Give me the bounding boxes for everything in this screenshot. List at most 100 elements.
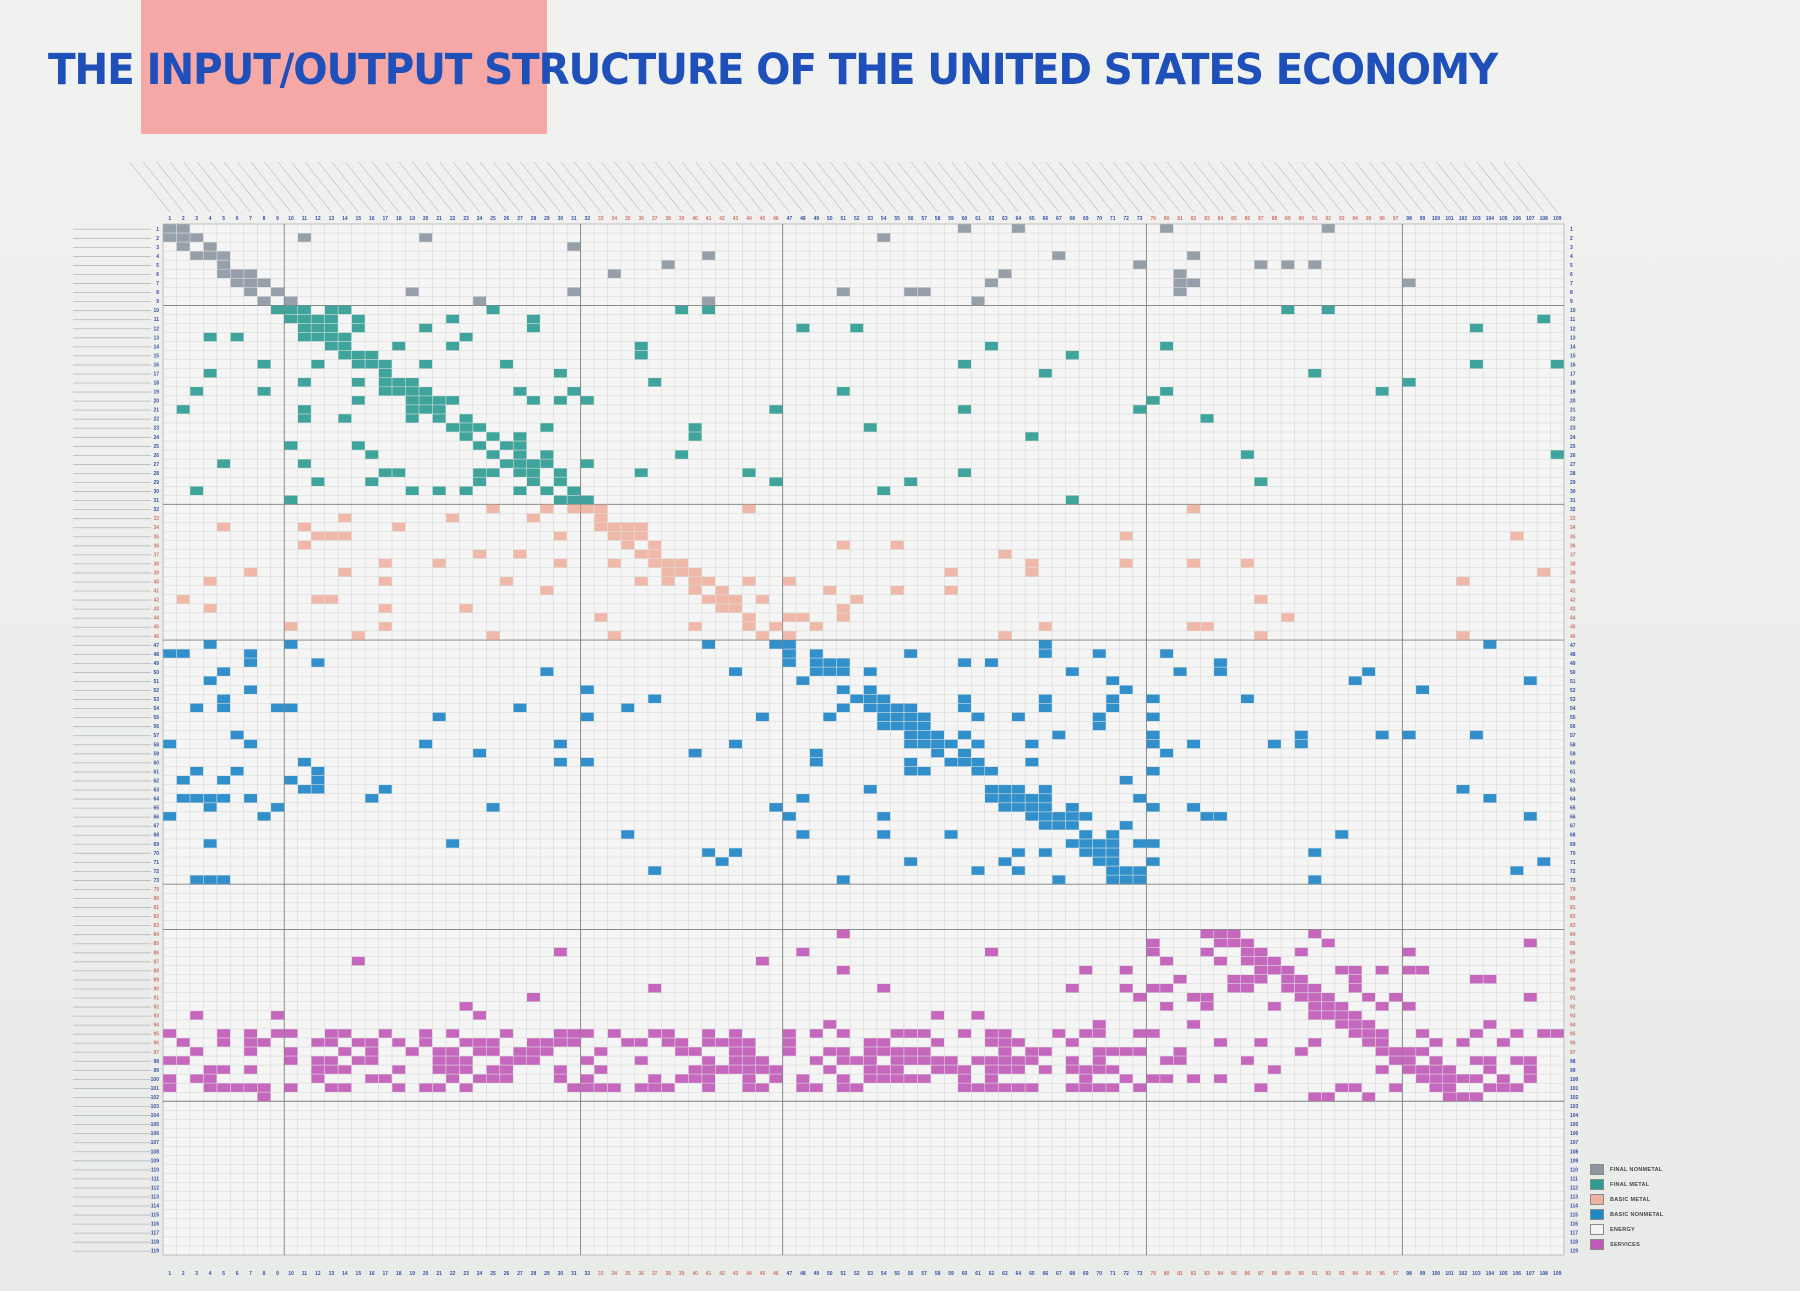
matrix-cell xyxy=(1160,224,1174,233)
column-index-top: 79 xyxy=(1150,216,1156,222)
matrix-cell xyxy=(688,423,702,432)
matrix-cell xyxy=(1267,1002,1281,1011)
matrix-cell xyxy=(1254,595,1268,604)
row-index-left: 52 xyxy=(153,688,159,694)
row-index-left: 54 xyxy=(153,706,159,712)
legend-swatch xyxy=(1590,1209,1604,1220)
row-index-right: 47 xyxy=(1570,643,1576,649)
matrix-cell xyxy=(607,522,621,532)
matrix-cell xyxy=(931,739,945,749)
matrix-cell xyxy=(324,531,338,541)
column-index-bottom: 80 xyxy=(1164,1271,1170,1277)
matrix-cell xyxy=(836,1047,850,1056)
matrix-cell xyxy=(1321,1002,1335,1011)
matrix-cell xyxy=(338,341,352,351)
column-index-bottom: 30 xyxy=(558,1271,564,1277)
matrix-cell xyxy=(1133,1083,1147,1092)
matrix-cell xyxy=(1281,260,1295,269)
matrix-cell xyxy=(1470,323,1483,333)
matrix-cell xyxy=(1119,983,1133,993)
matrix-cell xyxy=(1173,667,1187,676)
matrix-cell xyxy=(311,323,325,333)
column-header-tick xyxy=(1463,161,1504,213)
column-index-bottom: 52 xyxy=(854,1271,860,1277)
row-index-left: 67 xyxy=(153,824,159,830)
matrix-cell xyxy=(459,1065,473,1074)
matrix-cell xyxy=(809,622,823,631)
row-index-right: 71 xyxy=(1570,860,1576,866)
matrix-cell xyxy=(729,1038,742,1047)
column-header-tick xyxy=(991,161,1033,213)
matrix-cell xyxy=(1119,685,1133,694)
legend-label: SERVICES xyxy=(1610,1241,1641,1248)
column-index-bottom: 81 xyxy=(1177,1271,1183,1277)
matrix-cell xyxy=(378,622,392,631)
column-index-bottom: 11 xyxy=(302,1271,308,1277)
column-header-tick xyxy=(372,161,413,213)
column-index-top: 39 xyxy=(679,216,685,222)
matrix-cell xyxy=(1173,287,1187,297)
matrix-cell xyxy=(1416,685,1429,694)
matrix-cell xyxy=(1308,1038,1322,1047)
matrix-cell xyxy=(1240,938,1254,948)
row-index-right: 87 xyxy=(1570,959,1576,965)
column-index-top: 28 xyxy=(531,216,537,222)
matrix-cell xyxy=(1470,1074,1483,1083)
matrix-cell xyxy=(1402,378,1416,387)
matrix-cell xyxy=(378,378,392,387)
matrix-cell xyxy=(311,1038,325,1047)
matrix-cell xyxy=(1375,1047,1389,1056)
matrix-cell xyxy=(634,522,648,532)
column-index-top: 40 xyxy=(692,216,698,222)
row-index-right: 56 xyxy=(1570,724,1576,730)
row-index-left: 94 xyxy=(153,1023,159,1029)
row-index-right: 38 xyxy=(1570,561,1576,567)
matrix-cell xyxy=(351,350,365,360)
column-header-tick xyxy=(169,161,211,213)
column-header-tick xyxy=(856,161,898,213)
matrix-cell xyxy=(688,577,702,586)
column-index-top: 105 xyxy=(1499,216,1508,222)
column-index-bottom: 62 xyxy=(989,1271,995,1277)
row-index-right: 19 xyxy=(1570,390,1576,396)
matrix-cell xyxy=(1038,794,1052,803)
matrix-cell xyxy=(850,1056,864,1065)
matrix-cell xyxy=(648,983,662,993)
row-index-left: 57 xyxy=(153,733,159,739)
matrix-cell xyxy=(311,1065,325,1074)
column-header-tick xyxy=(493,161,534,213)
matrix-cell xyxy=(365,450,379,459)
matrix-cell xyxy=(244,269,257,278)
matrix-cell xyxy=(1119,1047,1133,1056)
matrix-cell xyxy=(378,785,392,794)
matrix-cell xyxy=(809,658,823,667)
matrix-cell xyxy=(553,468,567,477)
matrix-cell xyxy=(1523,938,1537,948)
matrix-cell xyxy=(338,414,352,423)
legend: FINAL NONMETAL FINAL METAL BASIC METAL BASI… xyxy=(1590,1162,1664,1252)
matrix-cell xyxy=(998,1038,1012,1047)
matrix-cell xyxy=(1146,983,1160,993)
matrix-cell xyxy=(1038,785,1052,794)
matrix-cell xyxy=(257,812,271,821)
matrix-cell xyxy=(998,857,1012,866)
matrix-cell xyxy=(782,1038,796,1047)
column-header-tick xyxy=(883,161,925,213)
matrix-cell xyxy=(1443,1083,1456,1092)
matrix-cell xyxy=(1281,965,1295,975)
matrix-cell xyxy=(998,631,1012,640)
matrix-cell xyxy=(782,640,796,649)
column-index-bottom: 109 xyxy=(1553,1271,1562,1277)
matrix-cell xyxy=(1348,1083,1362,1092)
column-index-top: 42 xyxy=(719,216,725,222)
row-index-left: 80 xyxy=(153,896,159,902)
matrix-cell xyxy=(324,305,338,315)
matrix-cell xyxy=(715,604,729,613)
row-index-right: 92 xyxy=(1570,1005,1576,1011)
matrix-cell xyxy=(1119,821,1133,830)
matrix-cell xyxy=(553,1029,567,1038)
column-header-tick xyxy=(1247,161,1289,213)
matrix-cell xyxy=(648,694,662,704)
matrix-cell xyxy=(217,775,231,785)
matrix-cell xyxy=(1146,839,1160,848)
